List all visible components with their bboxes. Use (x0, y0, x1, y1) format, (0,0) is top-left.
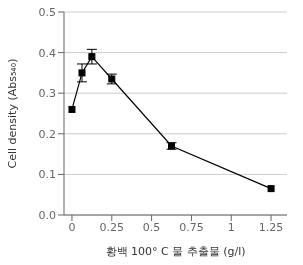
svg-text:Cell density (Abs₅₄₀): Cell density (Abs₅₄₀) (8, 59, 19, 169)
svg-text:황백 100° C 물 추출물 (g/l): 황백 100° C 물 추출물 (g/l) (106, 245, 246, 258)
svg-text:0.2: 0.2 (39, 128, 57, 141)
svg-text:0.5: 0.5 (143, 221, 161, 234)
svg-text:1.25: 1.25 (259, 221, 284, 234)
svg-text:0.25: 0.25 (100, 221, 125, 234)
svg-text:0.5: 0.5 (39, 6, 57, 19)
svg-text:0: 0 (68, 221, 75, 234)
svg-text:0.3: 0.3 (39, 87, 57, 100)
svg-text:1: 1 (228, 221, 235, 234)
svg-text:0.0: 0.0 (39, 209, 57, 222)
svg-text:0.75: 0.75 (179, 221, 204, 234)
svg-text:0.4: 0.4 (39, 47, 57, 60)
svg-text:0.1: 0.1 (39, 168, 57, 181)
